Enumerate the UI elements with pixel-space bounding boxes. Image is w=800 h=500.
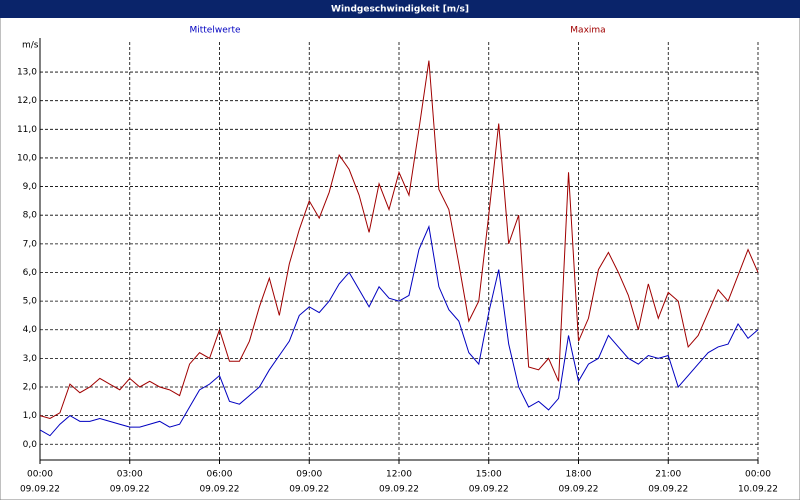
x-tick-label: 06:00 [207, 470, 233, 480]
x-tick-date: 09.09.22 [110, 485, 150, 495]
x-tick-label: 12:00 [386, 470, 412, 480]
legend-label: Mittelwerte [189, 26, 240, 36]
x-tick-date: 10.09.22 [738, 485, 778, 495]
x-tick-date: 09.09.22 [379, 485, 419, 495]
x-tick-label: 09:00 [296, 470, 322, 480]
x-tick-label: 21:00 [655, 470, 681, 480]
y-tick-label: 6,0 [23, 268, 38, 278]
y-tick-label: 1,0 [23, 411, 38, 421]
x-tick-label: 15:00 [476, 470, 502, 480]
x-tick-label: 18:00 [566, 470, 592, 480]
x-tick-date: 09.09.22 [199, 485, 239, 495]
x-tick-date: 09.09.22 [289, 485, 329, 495]
y-tick-label: 7,0 [23, 239, 38, 249]
data-line [39, 224, 759, 437]
x-tick-date: 09.09.22 [648, 485, 688, 495]
legend-label: Maxima [570, 26, 605, 36]
x-tick-date: 09.09.22 [558, 485, 598, 495]
x-tick-label: 00:00 [745, 470, 771, 480]
x-tick-date: 09.09.22 [20, 485, 60, 495]
y-tick-label: 0,0 [23, 440, 38, 450]
x-tick-label: 00:00 [27, 470, 53, 480]
y-tick-label: 12,0 [17, 96, 37, 106]
chart-title: Windgeschwindigkeit [m/s] [331, 5, 469, 15]
data-line [39, 60, 759, 420]
y-tick-label: 2,0 [23, 382, 38, 392]
y-tick-label: 11,0 [17, 125, 37, 135]
y-tick-label: 13,0 [17, 68, 37, 78]
x-tick-date: 09.09.22 [469, 485, 509, 495]
title-bar [0, 0, 800, 18]
y-tick-label: 9,0 [23, 182, 38, 192]
y-tick-label: 10,0 [17, 153, 37, 163]
y-tick-label: 5,0 [23, 297, 38, 307]
y-tick-label: 3,0 [23, 354, 38, 364]
y-tick-label: 8,0 [23, 211, 38, 221]
y-tick-label: 4,0 [23, 325, 38, 335]
y-unit: m/s [22, 41, 39, 51]
x-tick-label: 03:00 [117, 470, 143, 480]
